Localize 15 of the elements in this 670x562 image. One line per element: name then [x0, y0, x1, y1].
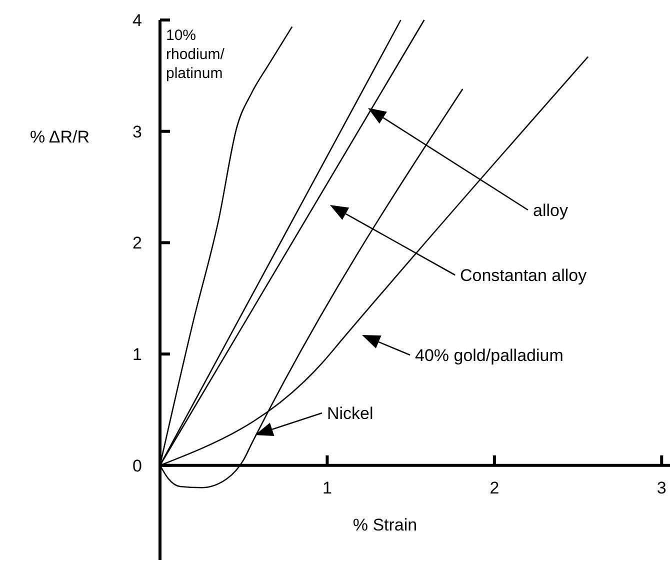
y-tick-label: 2 [132, 234, 142, 253]
x-tick-label: 1 [322, 478, 332, 498]
annotation: Constantan alloy [460, 266, 588, 285]
y-tick-label: 0 [132, 456, 142, 476]
y-tick-label: 4 [132, 10, 142, 30]
x-tick-label: 3 [656, 478, 666, 498]
annotation: 40% gold/palladium [415, 346, 564, 365]
y-axis-title: % ΔR/R [30, 127, 90, 146]
annotation: alloy [533, 200, 568, 220]
y-tick-label: 3 [132, 122, 142, 142]
y-tick-label: 1 [132, 344, 142, 364]
annotation: 10% rhodium/ platinum [166, 27, 226, 82]
x-tick-label: 2 [490, 478, 500, 498]
annotation: Nickel [327, 404, 374, 423]
x-axis-title: % Strain [352, 515, 418, 534]
